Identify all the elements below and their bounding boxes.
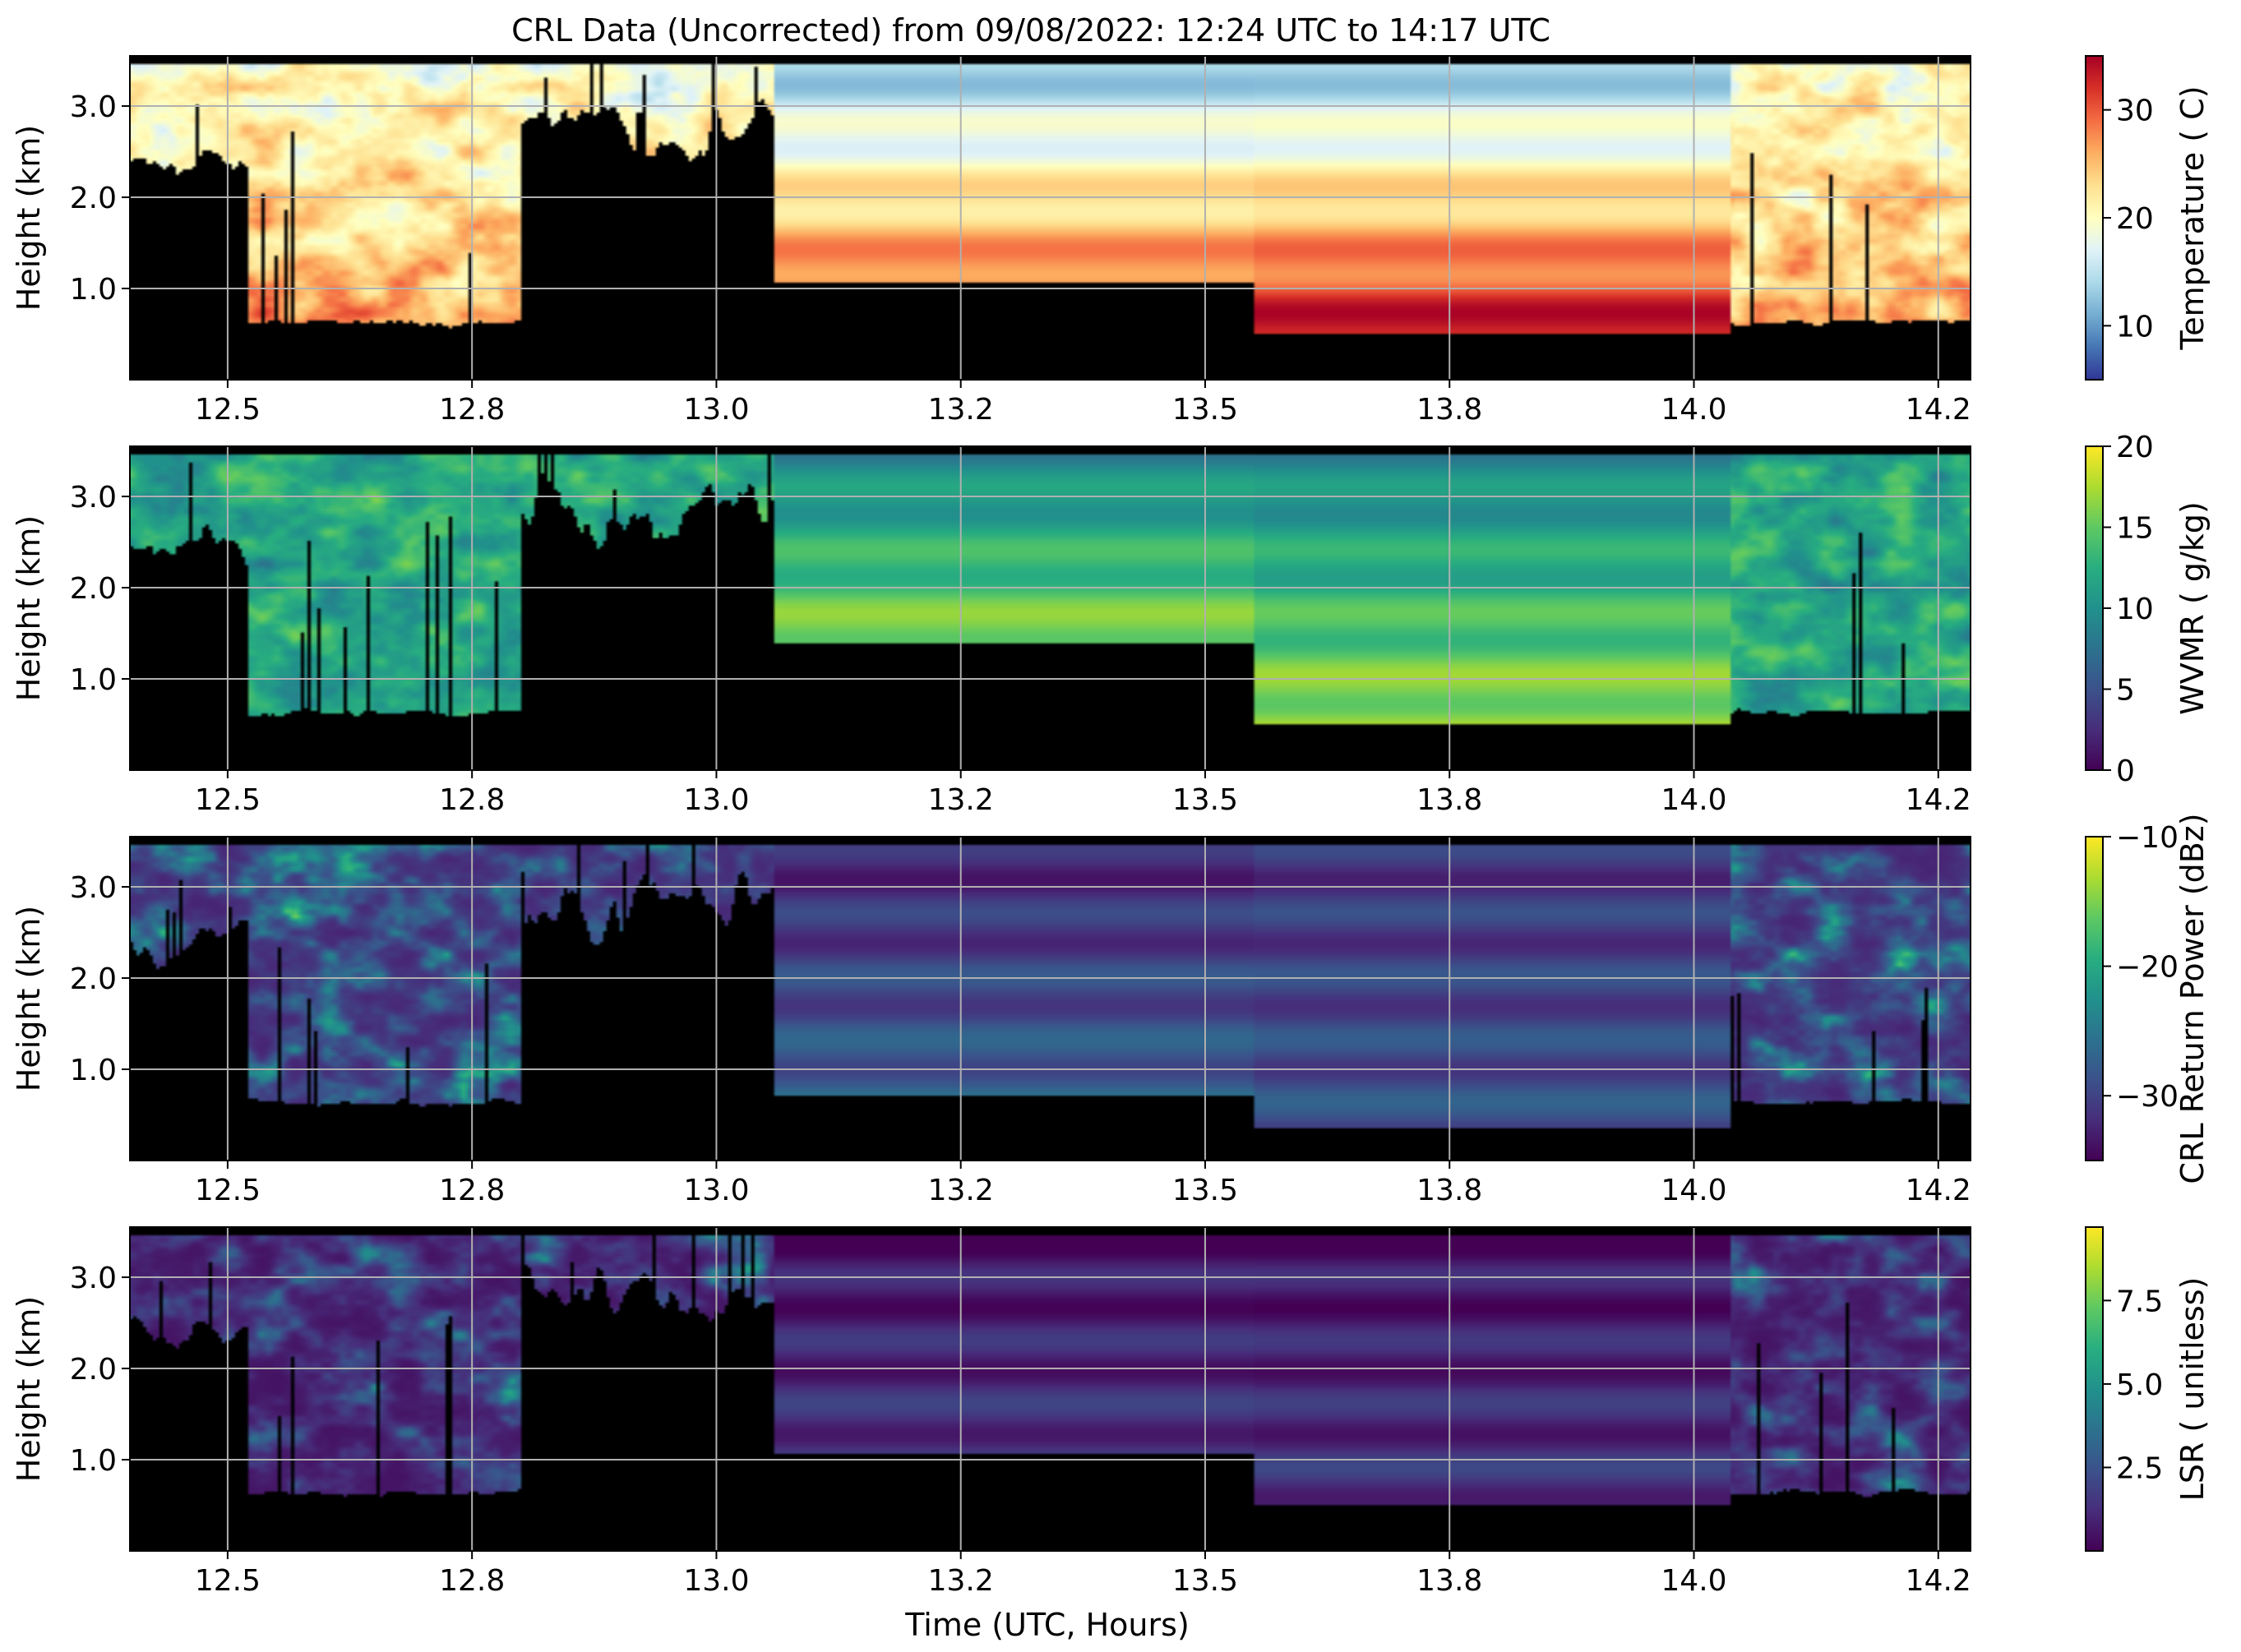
return_power-colorbar bbox=[2085, 836, 2104, 1161]
temperature-colorbar-label: Temperature ( C) bbox=[2174, 85, 2211, 350]
temperature-x-tick-label: 13.0 bbox=[683, 393, 749, 427]
temperature-x-tick-label: 12.8 bbox=[439, 393, 505, 427]
lsr-y-tick-label: 3.0 bbox=[70, 1262, 117, 1295]
return_power-x-tick-label: 14.2 bbox=[1906, 1174, 1971, 1207]
lsr-heatmap-image bbox=[130, 1227, 1971, 1551]
temperature-axes-frame bbox=[129, 55, 1971, 381]
figure-title: CRL Data (Uncorrected) from 09/08/2022: … bbox=[511, 12, 1550, 48]
wvmr-x-tick-label: 13.0 bbox=[683, 783, 749, 817]
lsr-x-tick-label: 14.2 bbox=[1906, 1564, 1971, 1598]
wvmr-colorbar-tick-label: 20 bbox=[2116, 431, 2154, 464]
wvmr-x-tick-label: 13.8 bbox=[1416, 783, 1482, 817]
temperature-heatmap-image bbox=[130, 56, 1971, 380]
panel-return_power: 12.5 12.8 13.0 13.2 13.5 13.8 14.0 14.2 1.0 2.0 3.… bbox=[11, 813, 2211, 1207]
return_power-colorbar-label: CRL Return Power (dBz) bbox=[2174, 813, 2211, 1184]
wvmr-colorbar-tick-label: 15 bbox=[2116, 512, 2154, 546]
wvmr-colorbar-tick-label: 0 bbox=[2116, 754, 2135, 788]
temperature-y-tick-label: 3.0 bbox=[70, 90, 117, 124]
x-axis-label: Time (UTC, Hours) bbox=[904, 1607, 1190, 1643]
temperature-colorbar-tick-label: 10 bbox=[2116, 310, 2154, 344]
return_power-x-tick-label: 14.0 bbox=[1661, 1174, 1726, 1207]
wvmr-x-tick-label: 13.5 bbox=[1172, 783, 1238, 817]
temperature-colorbar-tick-label: 20 bbox=[2116, 202, 2154, 236]
wvmr-colorbar-tick-label: 10 bbox=[2116, 593, 2154, 626]
lsr-x-tick-label: 13.5 bbox=[1172, 1564, 1238, 1598]
temperature-y-tick-label: 1.0 bbox=[70, 273, 117, 307]
lsr-x-tick-label: 13.0 bbox=[683, 1564, 749, 1598]
lsr-colorbar-tick-label: 5.0 bbox=[2116, 1368, 2163, 1402]
lsr-y-tick-label: 1.0 bbox=[70, 1444, 117, 1478]
return_power-axes-frame bbox=[129, 836, 1971, 1161]
lsr-x-tick-label: 13.2 bbox=[928, 1564, 994, 1598]
wvmr-y-tick-label: 3.0 bbox=[70, 481, 117, 515]
lsr-colorbar-label: LSR ( unitless) bbox=[2174, 1277, 2211, 1502]
wvmr-x-tick-label: 12.5 bbox=[195, 783, 261, 817]
return_power-x-tick-label: 13.8 bbox=[1416, 1174, 1482, 1207]
return_power-y-tick-label: 1.0 bbox=[70, 1054, 117, 1087]
temperature-x-tick-label: 14.2 bbox=[1906, 393, 1971, 427]
return_power-x-tick-label: 13.0 bbox=[683, 1174, 749, 1207]
panel-wvmr: 12.5 12.8 13.0 13.2 13.5 13.8 14.0 14.2 1.0 2.0 3.… bbox=[11, 431, 2211, 817]
lsr-x-tick-label: 12.8 bbox=[439, 1564, 505, 1598]
return_power-x-tick-label: 13.2 bbox=[928, 1174, 994, 1207]
return_power-heatmap-image bbox=[130, 837, 1971, 1161]
return_power-x-tick-label: 12.5 bbox=[195, 1174, 261, 1207]
wvmr-x-tick-label: 14.2 bbox=[1906, 783, 1971, 817]
temperature-x-tick-label: 12.5 bbox=[195, 393, 261, 427]
lsr-x-tick-label: 12.5 bbox=[195, 1564, 261, 1598]
temperature-colorbar-tick-label: 30 bbox=[2116, 95, 2154, 128]
wvmr-y-axis-label: Height (km) bbox=[11, 515, 47, 701]
return_power-y-tick-label: 2.0 bbox=[70, 962, 117, 996]
return_power-x-tick-label: 13.5 bbox=[1172, 1174, 1238, 1207]
lsr-colorbar-tick-label: 7.5 bbox=[2116, 1285, 2163, 1318]
return_power-y-tick-label: 3.0 bbox=[70, 871, 117, 905]
lsr-x-tick-label: 14.0 bbox=[1661, 1564, 1726, 1598]
temperature-x-tick-label: 13.5 bbox=[1172, 393, 1238, 427]
lsr-y-tick-label: 2.0 bbox=[70, 1353, 117, 1387]
wvmr-y-tick-label: 2.0 bbox=[70, 572, 117, 606]
wvmr-colorbar-label: WVMR ( g/kg) bbox=[2174, 501, 2211, 715]
return_power-x-tick-label: 12.8 bbox=[439, 1174, 505, 1207]
return_power-colorbar-tick-label: −30 bbox=[2116, 1080, 2179, 1114]
lsr-axes-frame bbox=[129, 1226, 1971, 1552]
temperature-x-tick-label: 13.2 bbox=[928, 393, 994, 427]
return_power-y-axis-label: Height (km) bbox=[11, 906, 47, 1091]
lsr-colorbar bbox=[2085, 1226, 2104, 1552]
temperature-y-tick-label: 2.0 bbox=[70, 182, 117, 215]
wvmr-x-tick-label: 13.2 bbox=[928, 783, 994, 817]
return_power-colorbar-tick-label: −20 bbox=[2116, 951, 2179, 985]
lsr-y-axis-label: Height (km) bbox=[11, 1296, 47, 1482]
temperature-colorbar bbox=[2085, 55, 2104, 381]
temperature-x-tick-label: 13.8 bbox=[1416, 393, 1482, 427]
wvmr-colorbar-tick-label: 5 bbox=[2116, 674, 2135, 708]
panel-temperature: 12.5 12.8 13.0 13.2 13.5 13.8 14.0 14.2 1.0 2.0 3.… bbox=[11, 55, 2211, 427]
panel-lsr: 12.5 12.8 13.0 13.2 13.5 13.8 14.0 14.2 1.0 2.0 3.… bbox=[11, 1226, 2211, 1598]
wvmr-x-tick-label: 12.8 bbox=[439, 783, 505, 817]
lsr-x-tick-label: 13.8 bbox=[1416, 1564, 1482, 1598]
wvmr-colorbar bbox=[2085, 445, 2104, 771]
wvmr-axes-frame bbox=[129, 445, 1971, 771]
lsr-colorbar-tick-label: 2.5 bbox=[2116, 1451, 2163, 1485]
return_power-colorbar-tick-label: −10 bbox=[2116, 821, 2179, 855]
wvmr-x-tick-label: 14.0 bbox=[1661, 783, 1726, 817]
temperature-x-tick-label: 14.0 bbox=[1661, 393, 1726, 427]
wvmr-y-tick-label: 1.0 bbox=[70, 663, 117, 697]
temperature-y-axis-label: Height (km) bbox=[11, 125, 47, 311]
wvmr-heatmap-image bbox=[130, 446, 1971, 770]
